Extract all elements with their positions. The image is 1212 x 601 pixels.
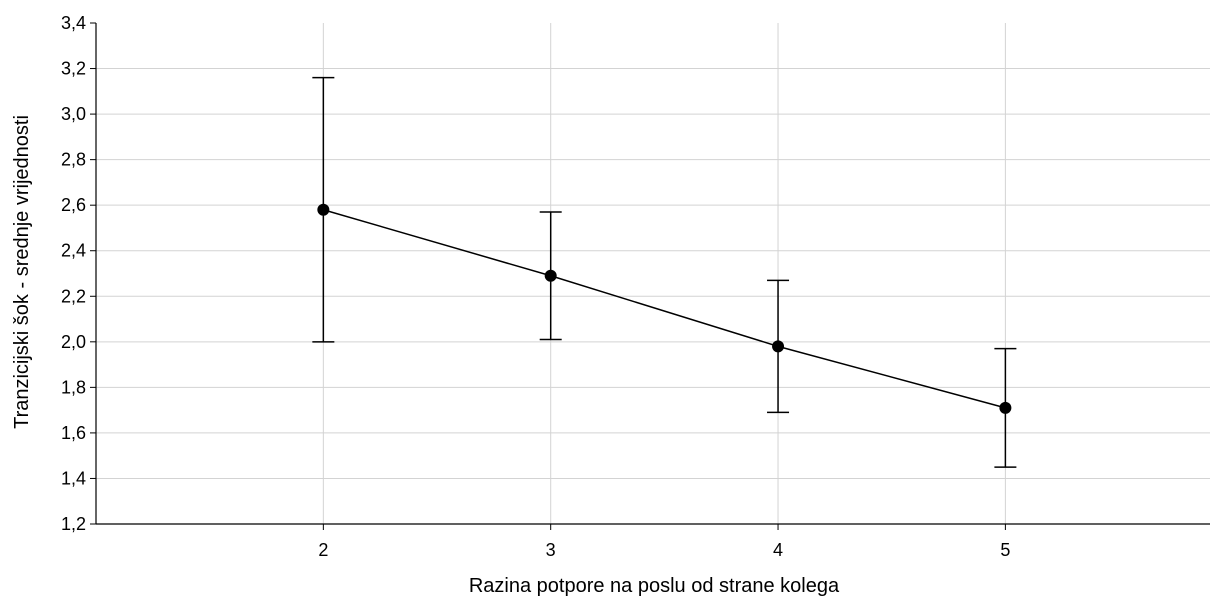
series-line <box>323 209 1006 409</box>
data-point <box>544 269 557 282</box>
y-tick-labels: 1,2 1,4 1,6 1,8 2,0 2,2 2,4 2,6 2,8 3,0 3,2 3,4 <box>61 13 86 534</box>
y-tick-label: 3,0 <box>61 104 86 124</box>
y-tick-label: 1,2 <box>61 514 86 534</box>
data-point <box>772 340 785 353</box>
y-tick-label: 1,4 <box>61 468 86 488</box>
y-tick-label: 3,4 <box>61 13 86 33</box>
x-tick-label: 4 <box>773 540 783 560</box>
series <box>312 76 1017 468</box>
x-tick-label: 5 <box>1000 540 1010 560</box>
y-tick-label: 1,6 <box>61 423 86 443</box>
y-tick-label: 2,4 <box>61 241 86 261</box>
y-tick-label: 2,6 <box>61 195 86 215</box>
y-tick-label: 1,8 <box>61 377 86 397</box>
x-axis-label: Razina potpore na poslu od strane kolega <box>469 575 840 597</box>
data-point <box>317 203 330 216</box>
x-tick-labels: 2 3 4 5 <box>318 540 1010 560</box>
grid <box>96 23 1210 524</box>
data-point <box>999 401 1012 414</box>
x-tick-label: 2 <box>318 540 328 560</box>
y-tick-label: 2,0 <box>61 332 86 352</box>
y-tick-label: 3,2 <box>61 59 86 79</box>
y-tick-label: 2,8 <box>61 150 86 170</box>
y-axis-label: Tranzicijski šok - srednje vrijednosti <box>11 115 33 429</box>
axes <box>90 22 1210 530</box>
x-tick-label: 3 <box>546 540 556 560</box>
y-tick-label: 2,2 <box>61 286 86 306</box>
